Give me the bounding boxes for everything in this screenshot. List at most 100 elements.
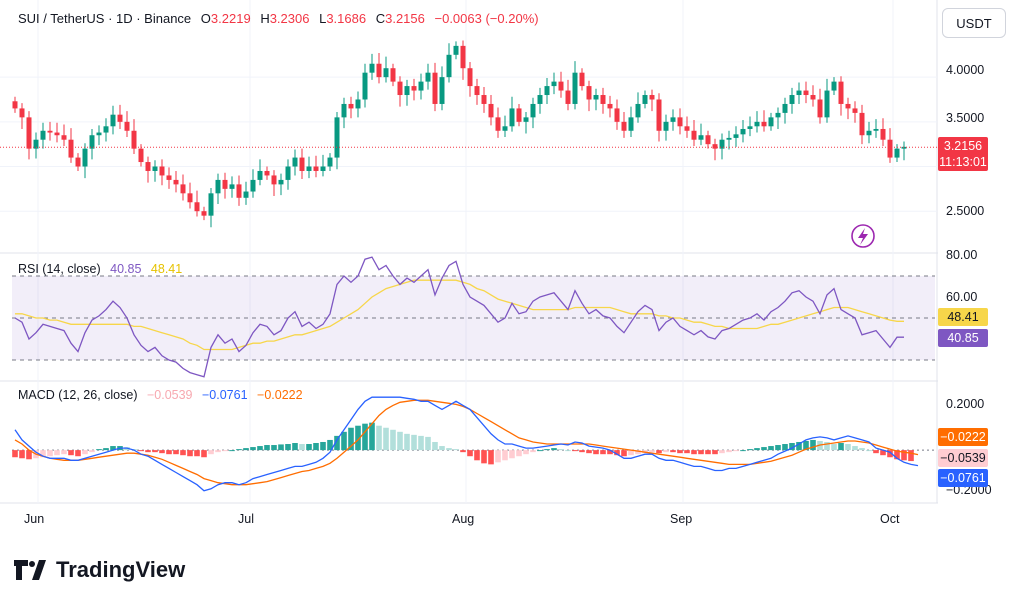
candle-body bbox=[334, 117, 340, 158]
macd-histogram-bar bbox=[467, 450, 473, 457]
macd-histogram-bar bbox=[887, 450, 893, 458]
rsi-ma-tag: 48.41 bbox=[938, 308, 988, 326]
candle-body bbox=[719, 139, 725, 149]
macd-histogram-bar bbox=[26, 450, 32, 460]
macd-histogram-bar bbox=[544, 449, 550, 451]
macd-histogram-bar bbox=[439, 446, 445, 451]
macd-histogram-bar bbox=[516, 450, 522, 457]
candle-body bbox=[586, 86, 592, 100]
lightning-bolt-icon bbox=[858, 228, 868, 245]
candle-body bbox=[852, 108, 858, 113]
candle-body bbox=[320, 166, 326, 171]
macd-histogram-bar bbox=[12, 450, 18, 458]
macd-histogram-bar bbox=[628, 450, 634, 456]
macd-histogram-bar bbox=[278, 444, 284, 451]
macd-histogram-bar bbox=[75, 450, 81, 457]
candle-body bbox=[467, 68, 473, 87]
candle-body bbox=[96, 132, 102, 136]
candle-body bbox=[68, 139, 74, 158]
macd-histogram-bar bbox=[754, 448, 760, 451]
macd-histogram-bar bbox=[453, 449, 459, 451]
candle-body bbox=[614, 108, 620, 122]
macd-histogram-bar bbox=[705, 450, 711, 455]
macd-histogram-bar bbox=[180, 450, 186, 456]
macd-tag: −0.0761 bbox=[938, 469, 988, 487]
candle-body bbox=[110, 114, 116, 127]
candle-body bbox=[306, 166, 312, 171]
candle-body bbox=[341, 103, 347, 118]
currency-button[interactable]: USDT bbox=[942, 8, 1006, 38]
candle-body bbox=[775, 112, 781, 118]
candle-body bbox=[117, 114, 123, 122]
tradingview-logo[interactable]: TradingView bbox=[14, 557, 185, 583]
macd-hist-tag: −0.0539 bbox=[938, 449, 988, 467]
symbol-label[interactable]: SUI / TetherUS · 1D · Binance bbox=[18, 11, 192, 26]
candle-body bbox=[313, 166, 319, 171]
close-label: C bbox=[375, 11, 386, 26]
macd-histogram-bar bbox=[369, 422, 375, 451]
candle-body bbox=[369, 63, 375, 73]
candle-body bbox=[243, 191, 249, 198]
macd-histogram-bar bbox=[733, 450, 739, 452]
candle-body bbox=[866, 130, 872, 136]
macd-histogram-bar bbox=[397, 431, 403, 451]
candle-body bbox=[453, 45, 459, 55]
macd-histogram-bar bbox=[740, 450, 746, 452]
rsi-ma-value: 48.41 bbox=[150, 262, 183, 276]
macd-histogram-bar bbox=[572, 450, 578, 452]
macd-legend[interactable]: MACD (12, 26, close) −0.0539 −0.0761 −0.… bbox=[18, 388, 309, 402]
candle-body bbox=[698, 135, 704, 140]
macd-histogram-bar bbox=[670, 450, 676, 453]
candle-body bbox=[257, 170, 263, 180]
candle-body bbox=[593, 95, 599, 100]
candle-body bbox=[26, 117, 32, 149]
candle-body bbox=[397, 81, 403, 96]
macd-histogram-bar bbox=[61, 450, 67, 455]
macd-histogram-bar bbox=[768, 446, 774, 451]
candle-body bbox=[873, 128, 879, 131]
candle-body bbox=[509, 108, 515, 127]
macd-histogram-bar bbox=[194, 450, 200, 457]
bar-countdown: 11:13:01 bbox=[939, 155, 987, 169]
macd-histogram-bar bbox=[271, 445, 277, 451]
candle-body bbox=[54, 132, 60, 136]
macd-histogram-bar bbox=[236, 449, 242, 451]
macd-histogram-bar bbox=[299, 444, 305, 451]
macd-histogram-bar bbox=[215, 450, 221, 453]
macd-histogram-bar bbox=[614, 450, 620, 456]
open-value: 3.2219 bbox=[210, 11, 251, 26]
candle-body bbox=[75, 157, 81, 167]
candle-body bbox=[292, 157, 298, 167]
last-price-tag: 3.2156 11:13:01 bbox=[938, 137, 988, 171]
macd-histogram-bar bbox=[348, 427, 354, 451]
macd-histogram-bar bbox=[894, 450, 900, 460]
candle-body bbox=[383, 68, 389, 78]
macd-histogram-bar bbox=[719, 450, 725, 454]
macd-histogram-bar bbox=[320, 441, 326, 451]
macd-histogram-bar bbox=[68, 450, 74, 456]
candle-body bbox=[425, 72, 431, 82]
candle-body bbox=[649, 95, 655, 100]
candle-body bbox=[565, 90, 571, 104]
candle-body bbox=[845, 103, 851, 109]
candle-body bbox=[131, 130, 137, 149]
macd-histogram-bar bbox=[390, 429, 396, 451]
macd-histogram-bar bbox=[803, 440, 809, 451]
macd-histogram-bar bbox=[54, 450, 60, 456]
candle-body bbox=[712, 144, 718, 149]
rsi-legend[interactable]: RSI (14, close) 40.85 48.41 bbox=[18, 262, 188, 276]
candle-body bbox=[138, 148, 144, 163]
macd-histogram-bar bbox=[187, 450, 193, 457]
macd-histogram-bar bbox=[712, 450, 718, 455]
macd-histogram-bar bbox=[509, 450, 515, 459]
candle-body bbox=[299, 157, 305, 171]
macd-histogram-bar bbox=[824, 441, 830, 451]
macd-histogram-bar bbox=[782, 444, 788, 451]
candle-body bbox=[824, 90, 830, 118]
macd-histogram-bar bbox=[593, 450, 599, 455]
candle-body bbox=[684, 126, 690, 131]
candle-body bbox=[481, 95, 487, 104]
rsi-title: RSI (14, close) bbox=[18, 262, 101, 276]
macd-histogram-bar bbox=[446, 448, 452, 451]
